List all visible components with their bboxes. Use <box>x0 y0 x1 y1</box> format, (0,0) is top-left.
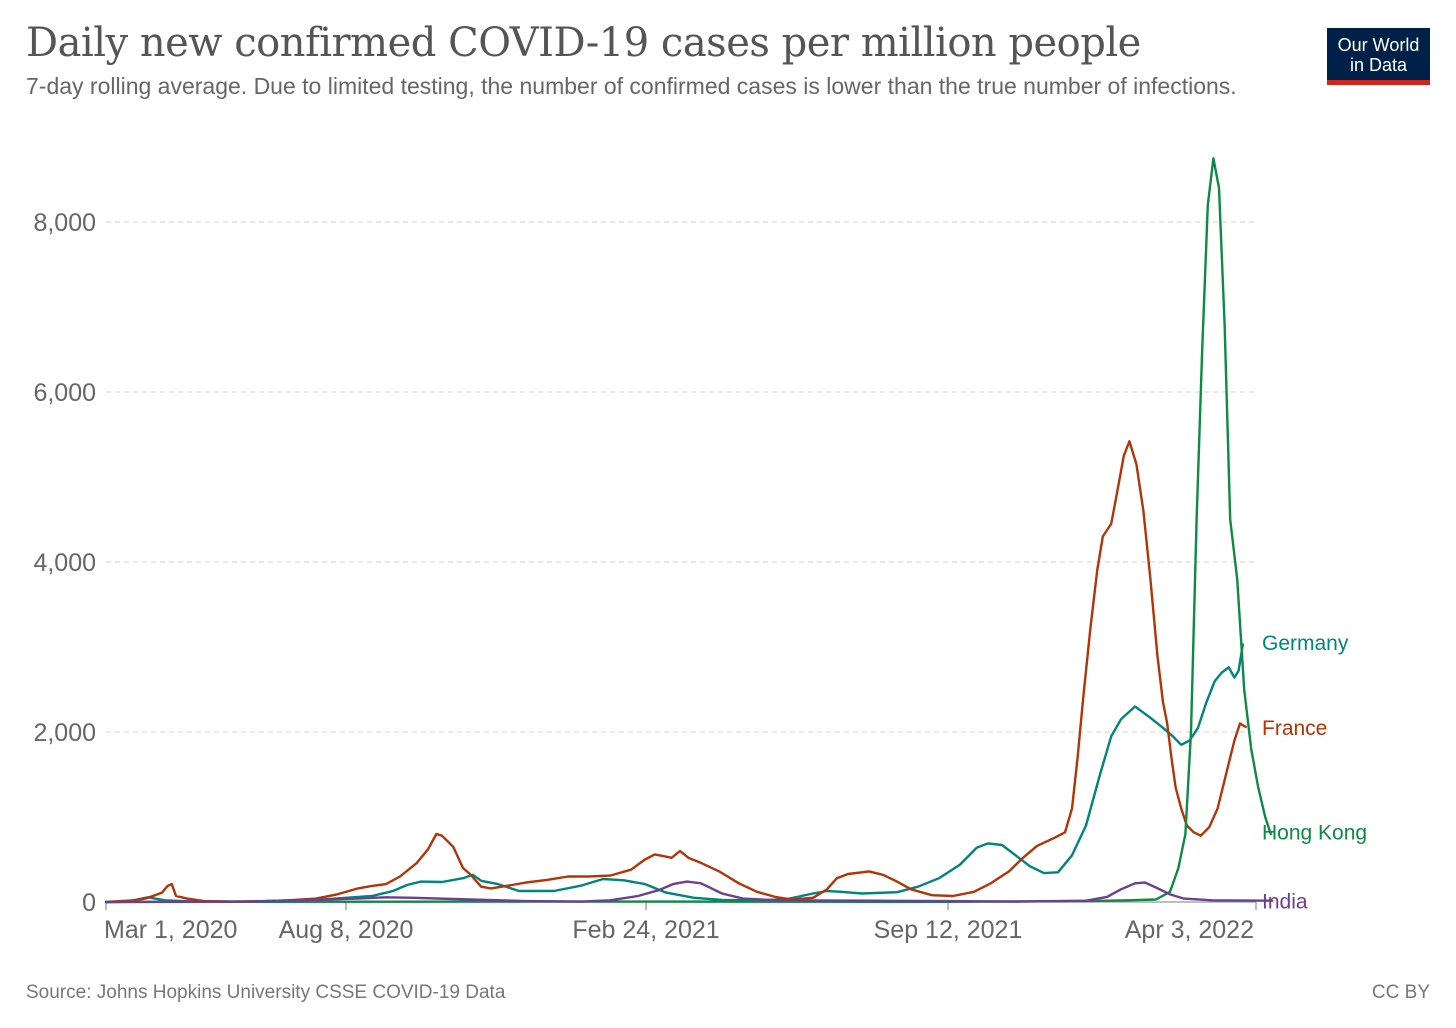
series-label-germany[interactable]: Germany <box>1262 632 1349 655</box>
series-label-india[interactable]: India <box>1262 891 1308 914</box>
x-tick-label: Sep 12, 2021 <box>874 916 1023 944</box>
x-tick-label: Feb 24, 2021 <box>572 916 719 944</box>
y-tick-label: 2,000 <box>33 719 96 747</box>
logo-line-1: Our World <box>1337 35 1420 55</box>
series-label-hong-kong[interactable]: Hong Kong <box>1262 821 1367 844</box>
chart-subtitle: 7-day rolling average. Due to limited te… <box>26 73 1237 99</box>
x-tick-label: Mar 1, 2020 <box>104 916 237 944</box>
y-tick-label: 6,000 <box>33 379 96 407</box>
chart-title: Daily new confirmed COVID-19 cases per m… <box>26 20 1141 66</box>
logo-line-2: in Data <box>1349 55 1408 75</box>
series-line-india[interactable] <box>104 880 1274 904</box>
series-labels: Germany France Hong Kong India <box>1262 632 1367 914</box>
y-tick-label: 4,000 <box>33 549 96 577</box>
x-tick-label: Apr 3, 2022 <box>1125 916 1254 944</box>
series-line-hong-kong[interactable] <box>104 157 1272 904</box>
y-tick-label: 0 <box>82 889 96 917</box>
axes: 0 2,000 4,000 6,000 8,000 Mar 1, 2020 Aug 8, 2… <box>33 209 1257 944</box>
source-note[interactable]: Source: Johns Hopkins University CSSE CO… <box>26 982 506 1003</box>
series-line-france[interactable] <box>104 440 1247 904</box>
series-lines <box>104 157 1274 904</box>
license-note[interactable]: CC BY <box>1371 982 1430 1003</box>
series-label-france[interactable]: France <box>1262 717 1327 740</box>
our-world-in-data-logo[interactable]: Our World in Data <box>1327 28 1430 85</box>
y-tick-label: 8,000 <box>33 209 96 237</box>
grid-lines <box>106 221 1256 733</box>
x-tick-label: Aug 8, 2020 <box>279 916 414 944</box>
series-line-germany[interactable] <box>104 643 1244 904</box>
